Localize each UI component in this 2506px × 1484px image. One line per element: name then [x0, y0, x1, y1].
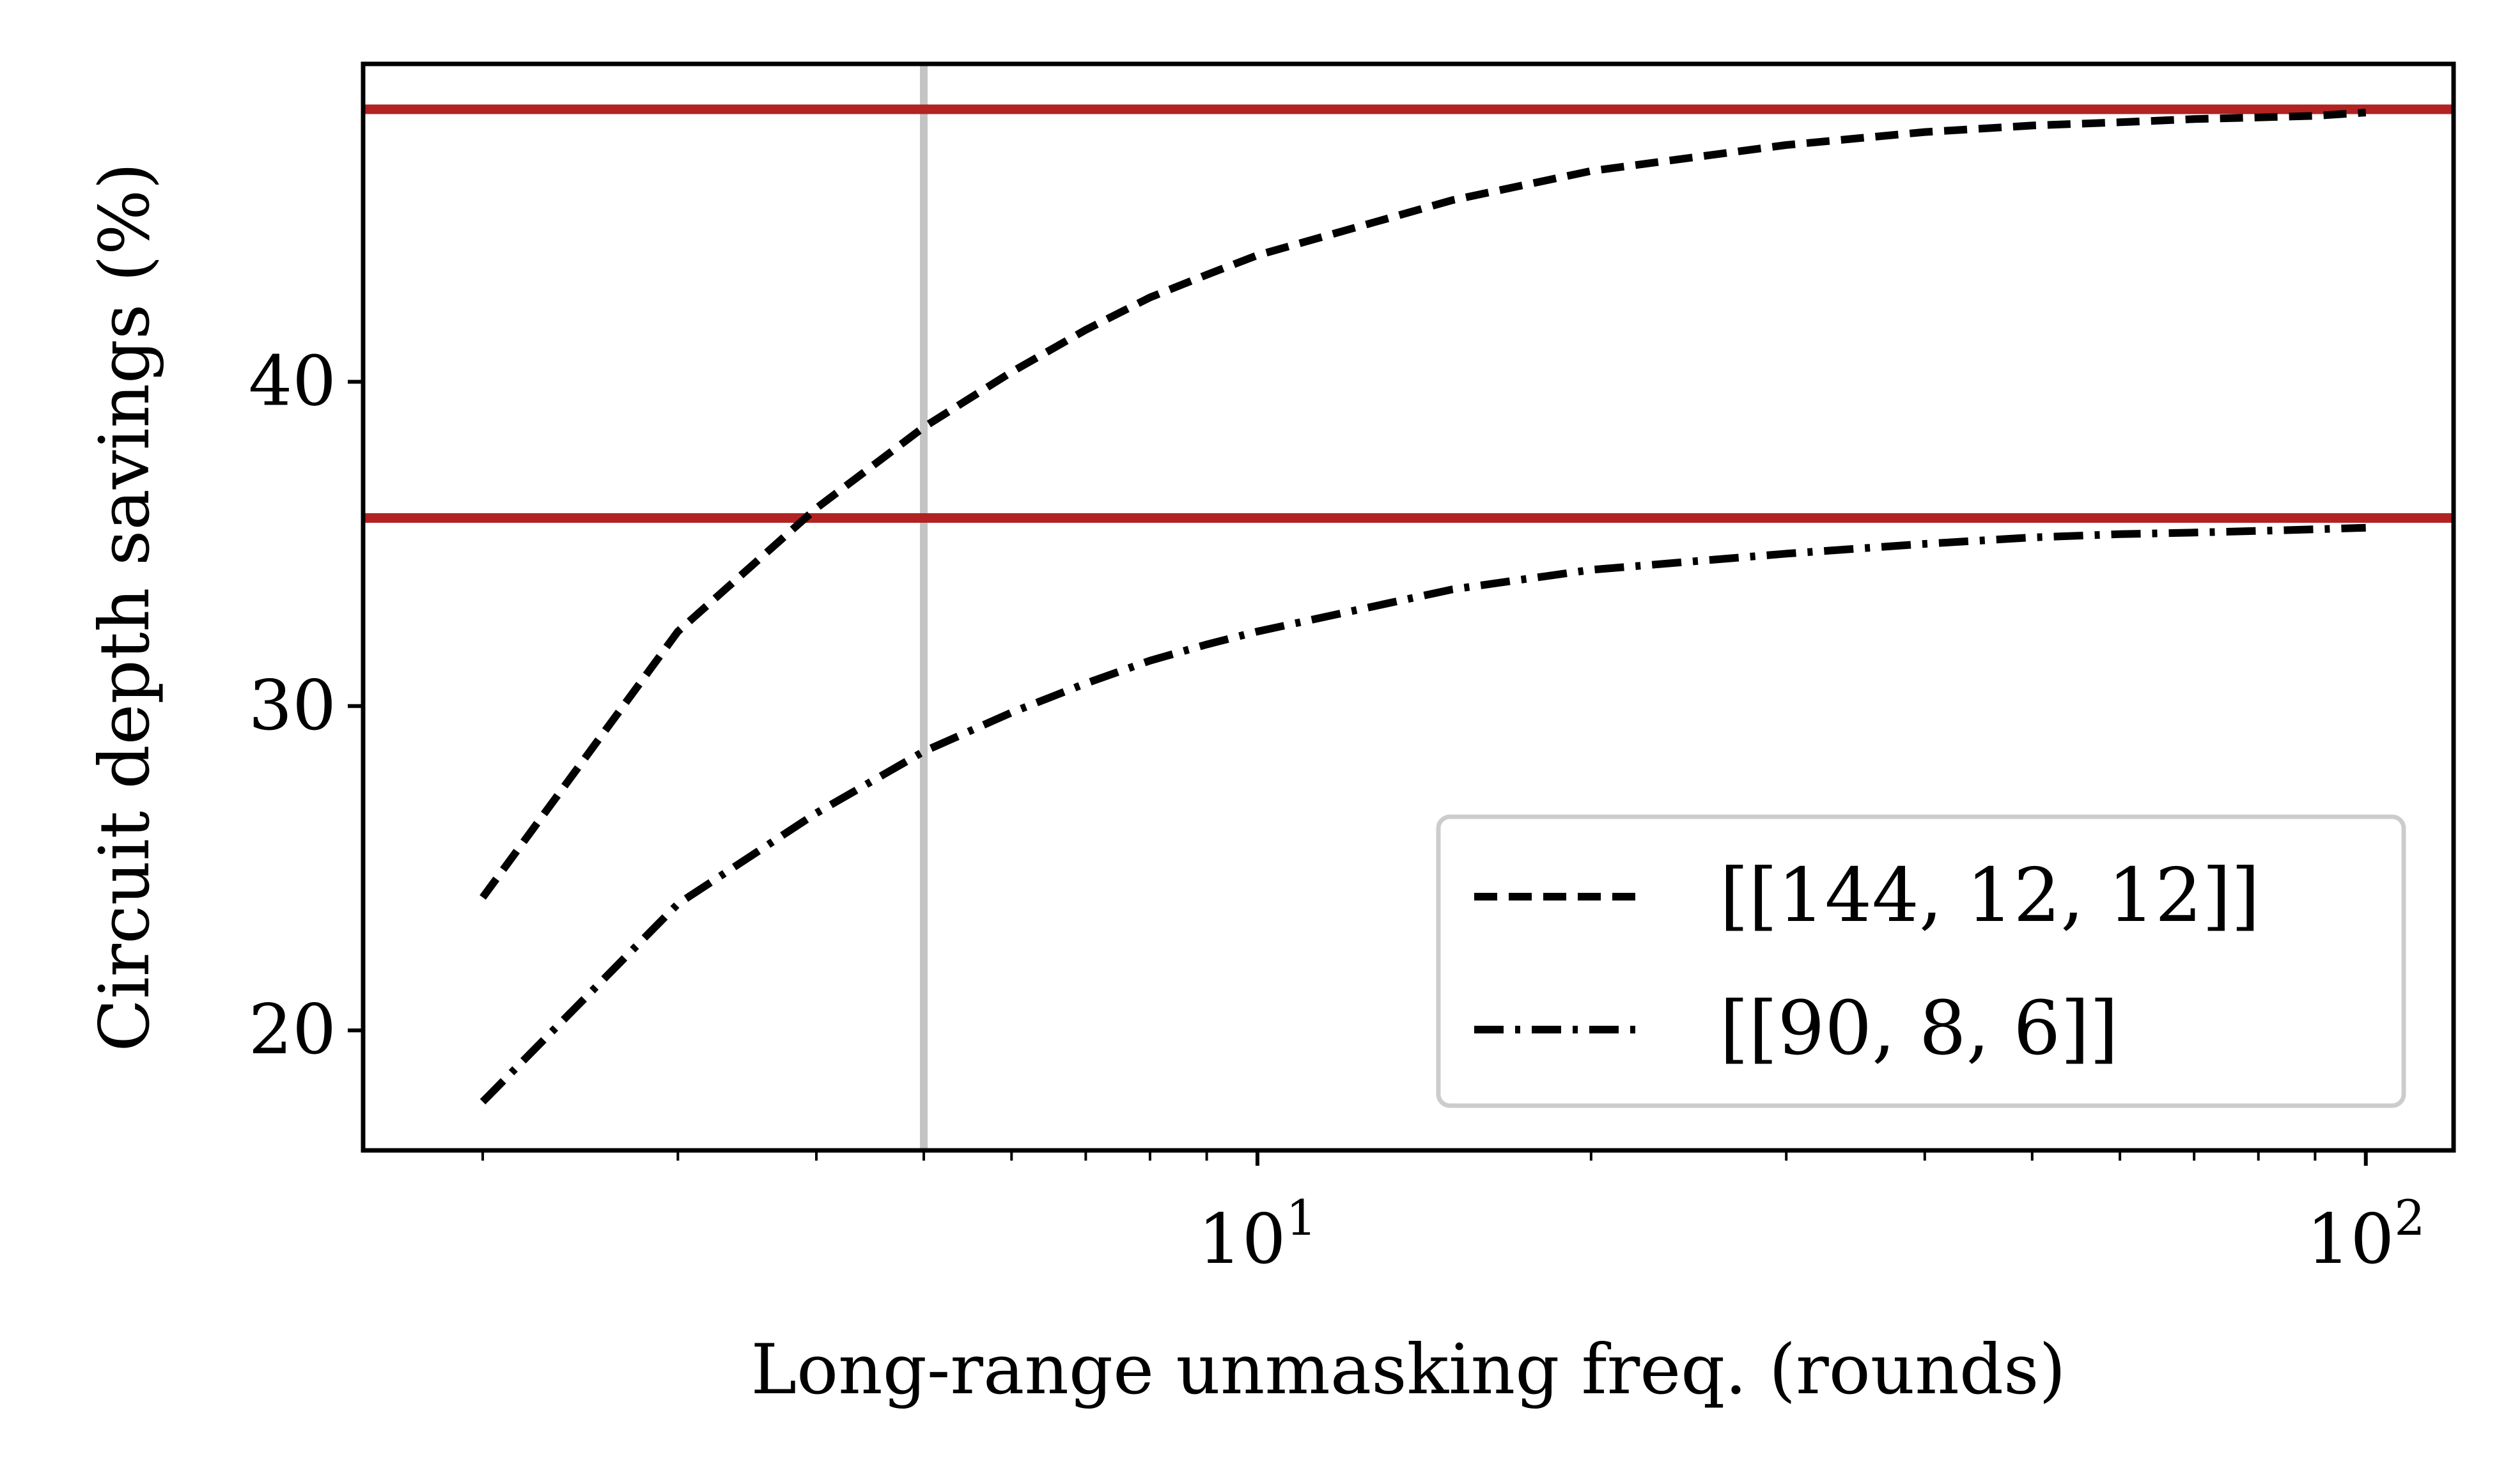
x-tick-label: 101 [1198, 1189, 1317, 1279]
plot-area [363, 64, 2454, 1150]
y-tick-label: 30 [249, 666, 336, 746]
plot-frame [361, 61, 2456, 1153]
series-line-1 [479, 109, 2367, 900]
series-line-2 [479, 523, 2366, 1105]
y-tick-label: 40 [249, 341, 336, 421]
legend-box [1436, 814, 2406, 1108]
plot-layer [363, 64, 2454, 1150]
x-axis-label: Long-range unmasking freq. (rounds) [751, 1330, 2066, 1410]
legend-label-1: [[144, 12, 12]] [1720, 853, 2260, 939]
y-tick-label: 20 [249, 990, 336, 1070]
legend-label-2: [[90, 8, 6]] [1720, 985, 2119, 1072]
axis-layer: 20 30 40 101 102 [249, 341, 2425, 1279]
x-tick-label: 102 [2307, 1189, 2425, 1279]
legend: [[144, 12, 12]] [[90, 8, 6]] [1436, 814, 2406, 1108]
y-axis-label: Circuit depth savings (%) [85, 162, 165, 1051]
